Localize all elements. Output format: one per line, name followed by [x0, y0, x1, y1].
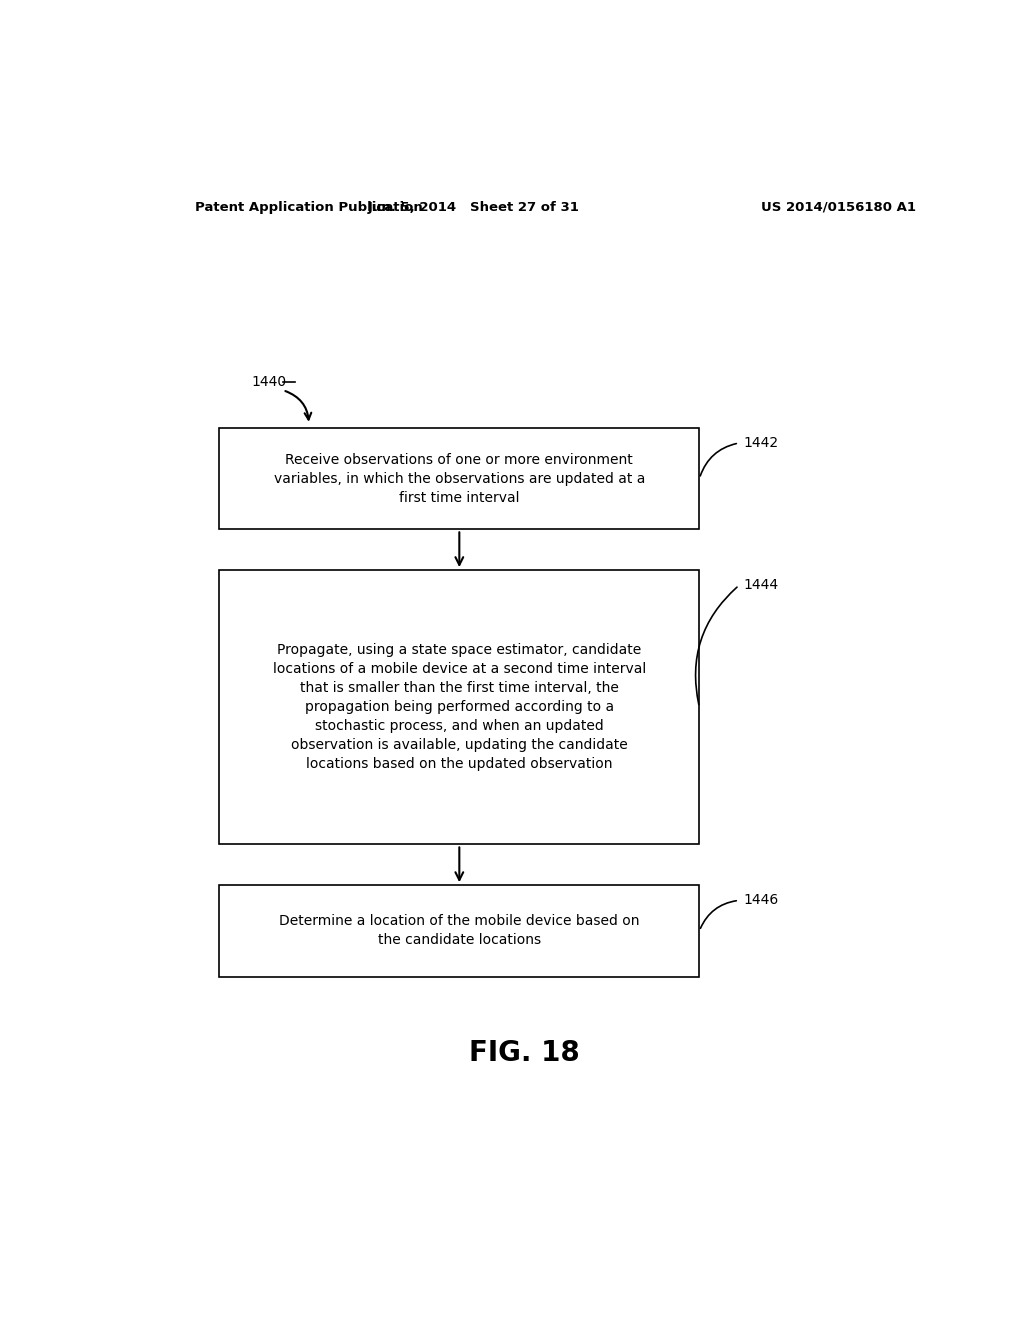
Text: Jun. 5, 2014   Sheet 27 of 31: Jun. 5, 2014 Sheet 27 of 31 — [368, 201, 580, 214]
Text: Determine a location of the mobile device based on
the candidate locations: Determine a location of the mobile devic… — [280, 915, 640, 948]
Text: 1446: 1446 — [743, 894, 778, 907]
Text: Receive observations of one or more environment
variables, in which the observat: Receive observations of one or more envi… — [273, 453, 645, 504]
Text: Propagate, using a state space estimator, candidate
locations of a mobile device: Propagate, using a state space estimator… — [272, 643, 646, 771]
Text: 1442: 1442 — [743, 436, 778, 450]
Text: FIG. 18: FIG. 18 — [469, 1039, 581, 1067]
Bar — [219, 570, 699, 845]
Text: 1444: 1444 — [743, 578, 778, 593]
Text: Patent Application Publication: Patent Application Publication — [196, 201, 423, 214]
Bar — [219, 428, 699, 529]
Text: US 2014/0156180 A1: US 2014/0156180 A1 — [761, 201, 915, 214]
Text: 1440: 1440 — [251, 375, 286, 389]
Bar — [219, 886, 699, 977]
